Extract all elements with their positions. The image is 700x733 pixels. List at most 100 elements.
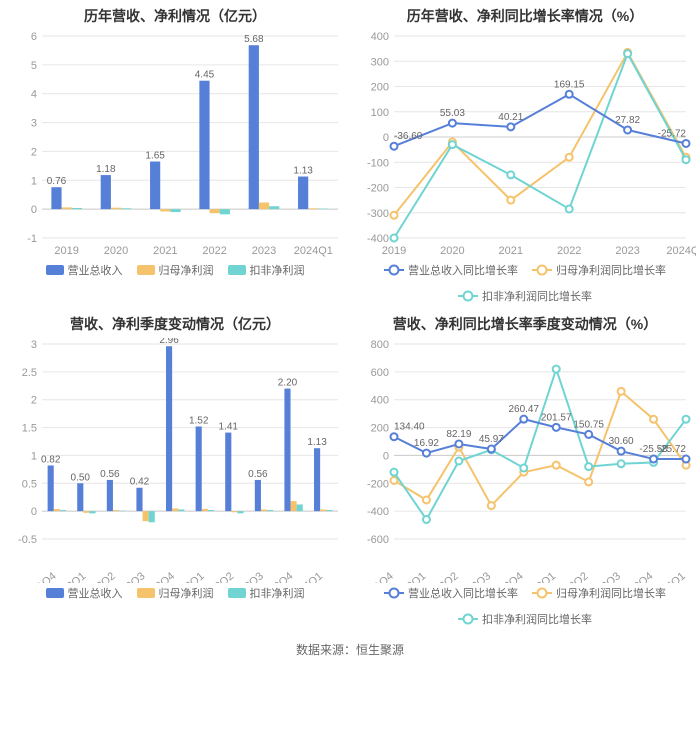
svg-text:-200: -200 [367,478,389,490]
svg-text:2023Q3: 2023Q3 [585,570,623,583]
svg-text:-600: -600 [367,534,389,546]
legend-revenue: 营业总收入 [46,262,123,278]
legend3-dednetprofit-label: 扣非净利润 [250,585,305,601]
svg-text:-25.72: -25.72 [658,444,687,455]
legend4-netprofit-yoy-label: 归母净利润同比增长率 [556,585,666,601]
netprofit-swatch [137,265,155,275]
svg-text:2022: 2022 [202,245,226,257]
svg-text:4.45: 4.45 [195,70,215,81]
chart1-legend: 营业总收入 归母净利润 扣非净利润 [4,262,346,278]
svg-text:2021: 2021 [153,245,177,257]
svg-text:260.47: 260.47 [508,404,539,415]
svg-text:1.18: 1.18 [96,164,116,175]
svg-text:1.13: 1.13 [293,166,313,177]
svg-text:3: 3 [31,118,37,130]
legend3-revenue: 营业总收入 [46,585,123,601]
svg-text:-36.60: -36.60 [394,131,423,142]
svg-text:0.76: 0.76 [47,176,67,187]
legend-dednetprofit-yoy-label: 扣非净利润同比增长率 [482,288,592,304]
svg-text:1.41: 1.41 [219,422,239,433]
svg-text:0.5: 0.5 [22,478,37,490]
legend3-revenue-label: 营业总收入 [68,585,123,601]
svg-text:2022Q1: 2022Q1 [391,570,429,583]
legend4-dednetprofit-yoy: 扣非净利润同比增长率 [458,611,592,627]
legend4-dednetprofit-yoy-label: 扣非净利润同比增长率 [482,611,592,627]
svg-text:-300: -300 [367,208,389,220]
svg-text:2019: 2019 [54,245,78,257]
chart2-svg: -400-300-200-1000100200300400-36.6055.03… [354,30,696,260]
legend-revenue-yoy-label: 营业总收入同比增长率 [408,262,518,278]
svg-text:0: 0 [383,132,389,144]
svg-text:0.50: 0.50 [71,472,91,483]
panel-quarterly-revenue-profit: 营收、净利季度变动情况（亿元） -0.500.511.522.530.820.5… [0,308,350,631]
chart3-legend: 营业总收入 归母净利润 扣非净利润 [4,585,346,601]
svg-text:82.19: 82.19 [446,429,471,440]
chart1-svg: -101234560.761.181.654.455.681.132019202… [4,30,346,260]
svg-text:2.20: 2.20 [278,378,298,389]
svg-text:1.52: 1.52 [189,415,209,426]
svg-text:0.56: 0.56 [248,469,268,480]
svg-text:5.68: 5.68 [244,34,264,45]
svg-text:2024Q1: 2024Q1 [294,245,333,257]
chart2-title: 历年营收、净利同比增长率情况（%） [354,6,696,26]
chart3-title: 营收、净利季度变动情况（亿元） [4,314,346,334]
dednetprofit-line-swatch4 [458,614,478,624]
svg-text:400: 400 [371,31,389,43]
svg-text:2022Q3: 2022Q3 [456,570,494,583]
svg-text:2.96: 2.96 [159,338,179,346]
svg-text:2024Q1: 2024Q1 [666,245,696,257]
legend-revenue-label: 营业总收入 [68,262,123,278]
chart4-title: 营收、净利同比增长率季度变动情况（%） [354,314,696,334]
svg-text:6: 6 [31,31,37,43]
svg-text:600: 600 [371,367,389,379]
svg-text:-400: -400 [367,506,389,518]
legend3-dednetprofit: 扣非净利润 [228,585,305,601]
svg-text:55.03: 55.03 [440,108,465,119]
svg-text:-200: -200 [367,183,389,195]
svg-text:2: 2 [31,146,37,158]
svg-text:2.5: 2.5 [22,367,37,379]
chart4-svg: -600-400-2000200400600800134.4016.9282.1… [354,338,696,583]
chart1-title: 历年营收、净利情况（亿元） [4,6,346,26]
svg-text:-1: -1 [27,233,37,245]
legend-netprofit-yoy-label: 归母净利润同比增长率 [556,262,666,278]
panel-annual-revenue-profit: 历年营收、净利情况（亿元） -101234560.761.181.654.455… [0,0,350,308]
svg-text:200: 200 [371,82,389,94]
legend3-netprofit-label: 归母净利润 [159,585,214,601]
svg-text:1: 1 [31,175,37,187]
svg-text:27.82: 27.82 [615,115,640,126]
svg-text:134.40: 134.40 [394,422,425,433]
revenue-line-swatch [384,265,404,275]
svg-text:16.92: 16.92 [414,438,439,449]
legend-dednetprofit-label: 扣非净利润 [250,262,305,278]
svg-text:2021Q4: 2021Q4 [21,570,59,583]
panel-annual-yoy: 历年营收、净利同比增长率情况（%） -400-300-200-100010020… [350,0,700,308]
legend4-netprofit-yoy: 归母净利润同比增长率 [532,585,666,601]
svg-text:2022Q2: 2022Q2 [423,570,461,583]
svg-text:1.13: 1.13 [307,437,327,448]
legend3-netprofit: 归母净利润 [137,585,214,601]
svg-text:201.57: 201.57 [541,412,572,423]
svg-text:2023Q4: 2023Q4 [618,570,656,583]
svg-text:0.42: 0.42 [130,477,150,488]
svg-text:5: 5 [31,60,37,72]
chart3-svg: -0.500.511.522.530.820.500.560.422.961.5… [4,338,346,583]
revenue-swatch [46,265,64,275]
svg-text:2023Q1: 2023Q1 [520,570,558,583]
svg-text:2023: 2023 [252,245,276,257]
legend-netprofit: 归母净利润 [137,262,214,278]
chart4-legend: 营业总收入同比增长率 归母净利润同比增长率 扣非净利润同比增长率 [354,585,696,627]
revenue-line-swatch4 [384,588,404,598]
netprofit-line-swatch4 [532,588,552,598]
svg-text:0: 0 [383,450,389,462]
svg-text:169.15: 169.15 [554,79,585,90]
svg-text:-100: -100 [367,157,389,169]
svg-text:0: 0 [31,204,37,216]
svg-text:2022: 2022 [557,245,581,257]
svg-text:800: 800 [371,339,389,351]
svg-text:4: 4 [31,89,37,101]
svg-text:200: 200 [371,423,389,435]
legend-revenue-yoy: 营业总收入同比增长率 [384,262,518,278]
data-source-footer: 数据来源：恒生聚源 [0,631,700,672]
svg-text:1: 1 [31,450,37,462]
